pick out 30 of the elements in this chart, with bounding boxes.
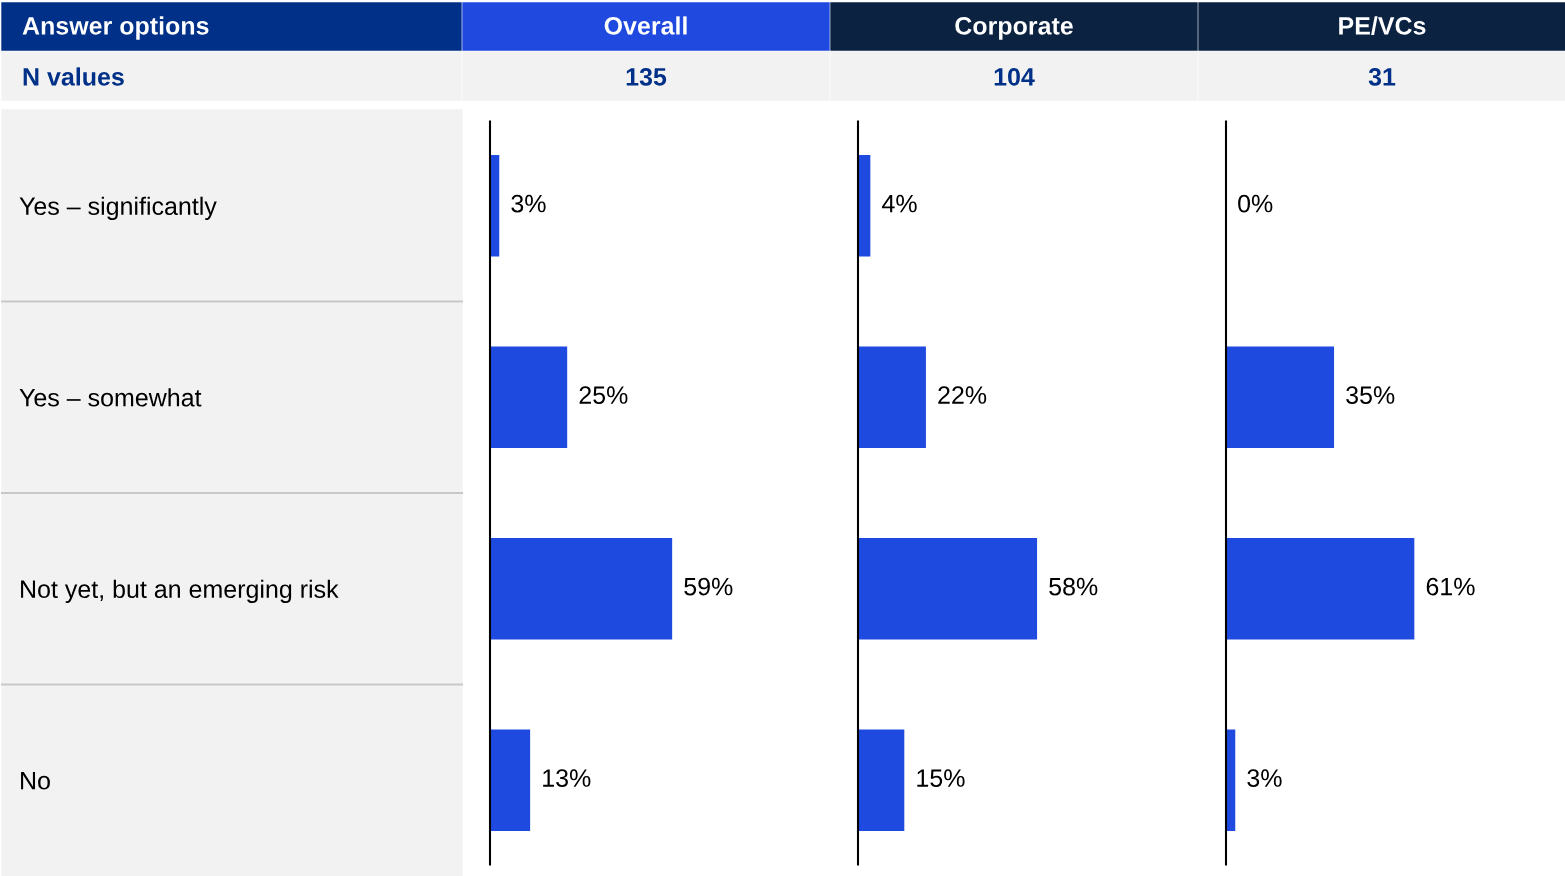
bar	[858, 538, 1038, 640]
data-label: 0%	[1238, 194, 1273, 213]
data-label: 3%	[511, 194, 546, 213]
data-label: 3%	[1247, 769, 1282, 787]
chart-title: Overall	[604, 16, 687, 35]
data-label: 25%	[579, 386, 628, 404]
chart-title: Corporate	[955, 17, 1073, 40]
data-label: 4%	[882, 194, 917, 213]
data-label: 59%	[684, 577, 733, 596]
chart-subtitle: 104	[994, 68, 1035, 86]
data-label: 22%	[938, 386, 987, 404]
chart-subtitle: 31	[1368, 68, 1396, 86]
bar	[490, 346, 568, 448]
y-tick-label: Yes – significantly	[19, 196, 217, 220]
bar	[490, 538, 673, 640]
bar	[858, 729, 905, 831]
bar	[490, 729, 531, 831]
y-tick-label: Yes – somewhat	[19, 388, 202, 407]
data-label: 35%	[1346, 386, 1395, 404]
data-label: 15%	[917, 769, 965, 787]
data-label: 58%	[1049, 577, 1098, 596]
chart-subtitle: 135	[626, 68, 667, 86]
data-label: 13%	[543, 769, 591, 787]
y-tick-label: No	[21, 772, 50, 790]
y-tick-label: Not yet, but an emerging risk	[21, 579, 339, 603]
bar	[858, 346, 926, 448]
text: N values	[23, 67, 124, 86]
data-label: 61%	[1426, 577, 1475, 596]
chart-title: PE/VCs	[1339, 16, 1426, 35]
y-axis-title: Answer options	[22, 16, 209, 40]
